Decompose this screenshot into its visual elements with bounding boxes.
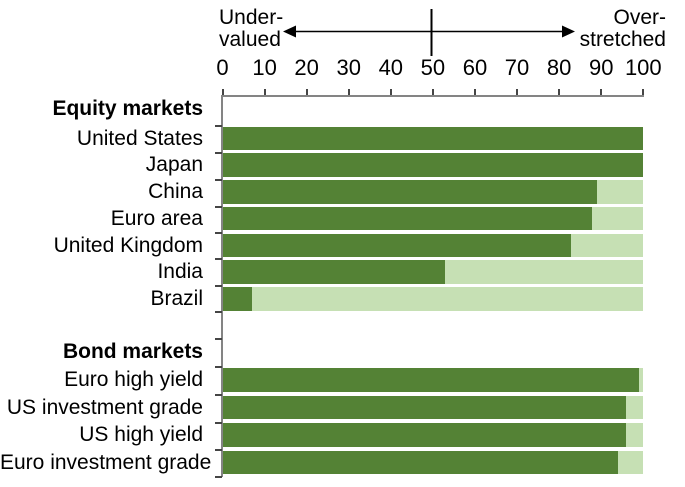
row-boundary-tick-mark	[215, 475, 222, 478]
y-axis-line	[221, 95, 223, 477]
bar-track	[223, 260, 643, 284]
bar-track	[223, 153, 643, 177]
range-arrow-graphic	[283, 9, 575, 56]
bar-filled-segment	[223, 153, 643, 177]
x-axis-line	[222, 95, 644, 97]
x-axis-tick-mark	[263, 89, 266, 96]
bar-remainder-segment	[596, 180, 643, 204]
x-axis-tick-label: 40	[378, 55, 404, 80]
section-header: Bond markets	[62, 339, 203, 363]
row-boundary-tick-mark	[215, 394, 222, 397]
bar-track	[223, 180, 643, 204]
row-boundary-tick-mark	[215, 338, 222, 341]
bar-remainder-segment	[592, 206, 643, 231]
row-label: India	[157, 260, 203, 284]
x-axis-tick-mark	[389, 89, 392, 96]
x-axis-tick-label: 10	[252, 55, 277, 80]
row-boundary-tick-mark	[215, 421, 222, 424]
row-boundary-tick-mark	[215, 179, 222, 181]
x-axis-tick-label: 70	[504, 55, 530, 80]
x-axis-tick-label: 50	[420, 55, 446, 80]
x-axis-tick-mark	[642, 89, 645, 96]
row-label: United States	[76, 126, 203, 150]
arrow-head-left-icon	[283, 25, 296, 38]
bar-filled-segment	[223, 180, 597, 204]
bar-filled-segment	[223, 233, 572, 258]
bar-filled-segment	[223, 287, 253, 311]
bar-remainder-segment	[571, 233, 643, 258]
bar-remainder-segment	[638, 368, 643, 392]
row-label: China	[148, 180, 203, 204]
bar-track	[223, 395, 643, 420]
x-axis-tick-mark	[558, 89, 561, 96]
bar-track	[223, 368, 643, 392]
bar-remainder-segment	[617, 450, 643, 475]
row-label: Euro area	[110, 206, 203, 230]
row-boundary-tick-mark	[215, 311, 222, 313]
x-axis-tick-mark	[600, 89, 603, 96]
bar-filled-segment	[223, 260, 446, 284]
bar-filled-segment	[223, 126, 643, 151]
x-axis-tick-label: 80	[546, 55, 572, 80]
row-label: Euro high yield	[64, 368, 203, 392]
bar-filled-segment	[223, 206, 593, 231]
bar-remainder-segment	[626, 423, 643, 447]
row-boundary-tick-mark	[215, 258, 222, 261]
bar-remainder-segment	[626, 395, 643, 420]
x-axis-tick-mark	[347, 89, 350, 96]
row-boundary-tick-mark	[215, 366, 222, 368]
bar-track	[223, 423, 643, 447]
row-boundary-tick-mark	[215, 449, 222, 451]
row-label: United Kingdom	[53, 233, 203, 257]
bar-track	[223, 287, 643, 311]
row-label: US investment grade	[6, 395, 203, 419]
bar-track	[223, 206, 643, 231]
bar-remainder-segment	[445, 260, 643, 284]
row-boundary-tick-mark	[215, 205, 222, 208]
overstretched-label: Over- stretched	[579, 6, 666, 51]
x-axis-tick-mark	[473, 89, 476, 96]
undervalued-label: Under- valued	[219, 6, 284, 51]
row-boundary-tick-mark	[215, 152, 222, 155]
x-axis-tick-mark	[305, 89, 308, 96]
x-axis-tick-mark	[221, 89, 224, 96]
bar-filled-segment	[223, 395, 626, 420]
x-axis-tick-label: 0	[216, 55, 229, 80]
bar-filled-segment	[223, 368, 639, 392]
row-boundary-tick-mark	[215, 125, 222, 127]
row-boundary-tick-mark	[215, 284, 222, 287]
bar-track	[223, 126, 643, 151]
row-label: US high yield	[79, 423, 203, 447]
x-axis-tick-label: 20	[294, 55, 319, 80]
x-axis-tick-label: 90	[588, 55, 614, 80]
bar-filled-segment	[223, 423, 626, 447]
x-axis-tick-mark	[431, 89, 434, 96]
bar-track	[223, 233, 643, 258]
x-axis-tick-label: 100	[624, 55, 662, 80]
x-axis-tick-label: 30	[336, 55, 361, 80]
arrow-head-right-icon	[562, 25, 575, 38]
row-label: Brazil	[150, 287, 203, 311]
x-axis-tick-label: 60	[462, 55, 488, 80]
bar-filled-segment	[223, 450, 618, 475]
x-axis-tick-mark	[516, 89, 519, 96]
bar-remainder-segment	[252, 287, 643, 311]
row-boundary-tick-mark	[215, 232, 222, 234]
section-header: Equity markets	[52, 97, 203, 120]
row-label: Euro investment grade	[0, 450, 212, 474]
bar-track	[223, 450, 643, 475]
row-label: Japan	[145, 153, 203, 177]
